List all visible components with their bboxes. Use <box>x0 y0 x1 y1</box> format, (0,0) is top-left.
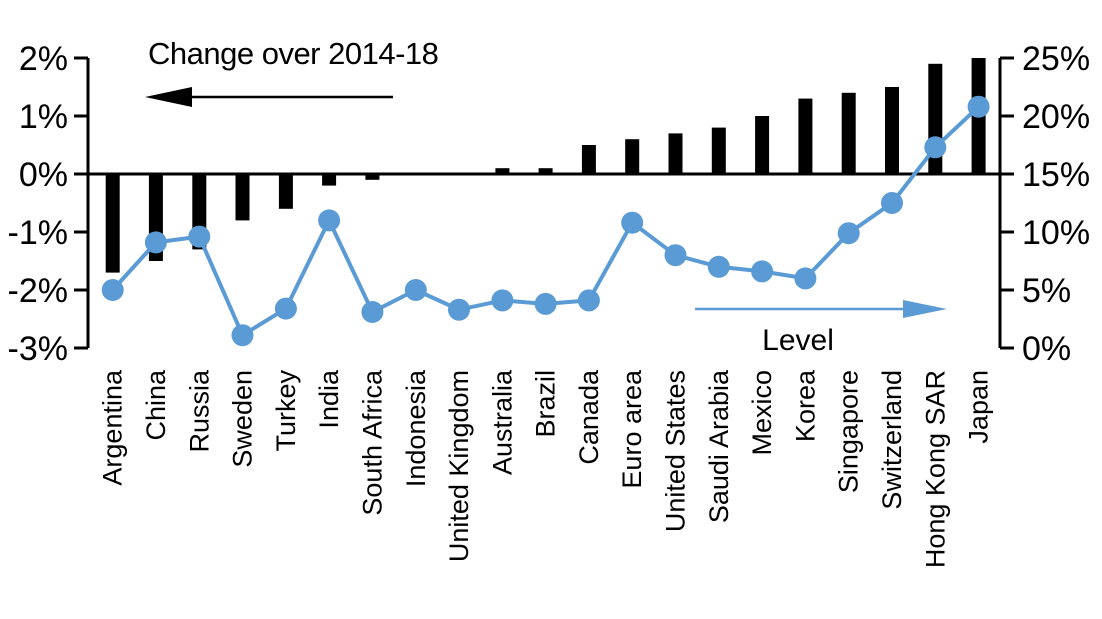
country-label: Japan <box>964 370 994 444</box>
level-arrow-head <box>903 300 947 318</box>
change-bar <box>841 92 856 174</box>
country-label: Sweden <box>228 370 258 468</box>
change-series-annotation: Change over 2014-18 <box>148 36 439 71</box>
level-dot <box>101 279 124 301</box>
level-dot <box>144 231 167 254</box>
country-label: Australia <box>487 369 517 475</box>
level-dot <box>881 192 903 214</box>
country-label: Singapore <box>834 370 864 493</box>
change-bar <box>668 133 683 174</box>
level-dot <box>231 324 254 347</box>
change-bar <box>495 168 510 174</box>
level-dot <box>577 289 600 312</box>
left-axis-tick-label: -1% <box>8 214 68 252</box>
country-label: India <box>314 369 344 429</box>
change-arrow-head <box>145 87 192 107</box>
change-bar <box>105 174 120 273</box>
country-label: United States <box>661 370 691 532</box>
country-label: Korea <box>790 369 820 442</box>
change-bar <box>885 87 899 174</box>
change-bar <box>711 127 726 174</box>
change-bar <box>322 174 337 186</box>
level-dot <box>404 279 427 301</box>
level-dot <box>707 255 730 278</box>
level-dot <box>794 267 817 290</box>
left-axis-tick-label: -3% <box>8 330 68 368</box>
change-bar <box>278 174 293 209</box>
level-dot <box>274 297 297 320</box>
change-bar <box>365 174 380 180</box>
right-axis-tick-label: 10% <box>1022 214 1090 252</box>
level-dot <box>924 136 947 159</box>
change-bar <box>755 116 770 174</box>
level-dot <box>491 289 514 312</box>
level-dot <box>664 244 687 267</box>
level-dot <box>967 95 990 118</box>
level-dot <box>534 292 557 315</box>
country-label: China <box>141 369 171 441</box>
change-bar <box>798 98 813 174</box>
country-label: Mexico <box>747 370 777 456</box>
level-dot <box>751 260 774 283</box>
right-axis-tick-label: 0% <box>1022 330 1071 368</box>
right-axis-tick-label: 5% <box>1022 272 1071 310</box>
left-axis-tick-label: -2% <box>8 272 68 310</box>
level-dot <box>361 301 384 323</box>
change-bar <box>581 145 596 174</box>
country-label: Indonesia <box>401 369 431 487</box>
country-label: Canada <box>574 369 604 465</box>
country-label: Hong Kong SAR <box>920 370 950 568</box>
right-axis-tick-label: 15% <box>1022 156 1090 194</box>
right-axis-tick-label: 25% <box>1022 40 1090 78</box>
country-label: Turkey <box>271 370 301 452</box>
level-dot <box>621 211 644 234</box>
left-axis-tick-label: 1% <box>19 98 68 136</box>
country-label: Switzerland <box>877 370 907 510</box>
left-axis-tick-label: 2% <box>19 40 68 78</box>
left-axis-tick-label: 0% <box>19 156 68 194</box>
change-bar <box>538 168 553 174</box>
country-label: Euro area <box>617 369 647 489</box>
country-label: United Kingdom <box>444 370 474 562</box>
change-bar <box>235 174 250 221</box>
level-series-annotation: Level <box>762 324 834 357</box>
country-label: South Africa <box>357 369 387 516</box>
change-bar <box>625 139 640 174</box>
level-dot <box>188 225 211 248</box>
right-axis-tick-label: 20% <box>1022 98 1090 136</box>
country-label: Russia <box>184 369 214 453</box>
country-label: Saudi Arabia <box>704 369 734 523</box>
level-dot <box>318 209 341 232</box>
level-dot <box>837 222 860 245</box>
country-label: Argentina <box>98 369 128 486</box>
country-label: Brazil <box>531 370 561 438</box>
level-dot <box>448 298 470 321</box>
